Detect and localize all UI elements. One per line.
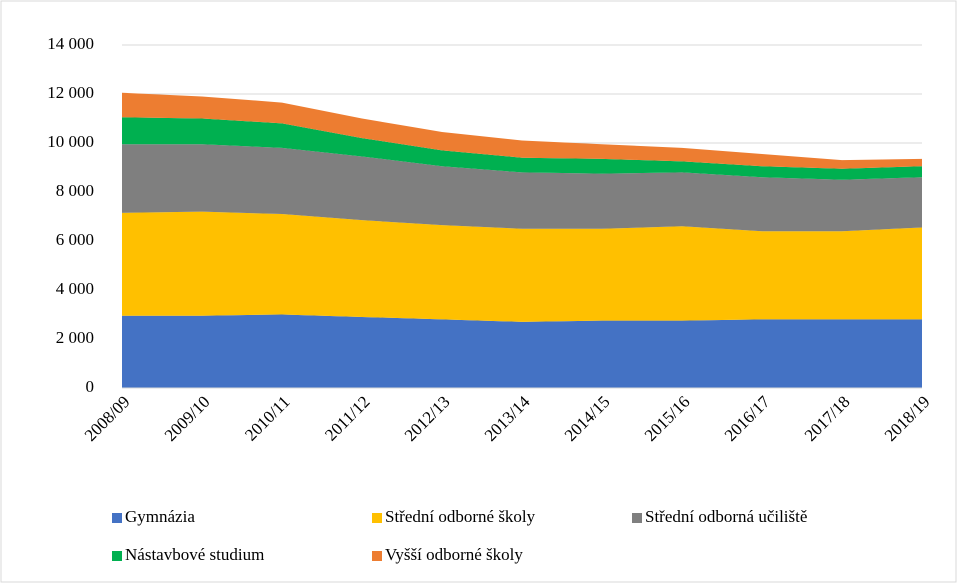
legend-swatch xyxy=(632,513,642,523)
y-tick-label: 8 000 xyxy=(56,181,94,200)
y-tick-label: 6 000 xyxy=(56,230,94,249)
legend-label: Střední odborné školy xyxy=(385,507,536,526)
area xyxy=(122,144,922,232)
area xyxy=(122,117,922,180)
y-tick-label: 10 000 xyxy=(47,132,94,151)
area xyxy=(122,211,922,322)
legend-swatch xyxy=(112,513,122,523)
legend-swatch xyxy=(372,513,382,523)
area xyxy=(122,92,922,169)
legend-label: Střední odborná učiliště xyxy=(645,507,807,526)
y-tick-label: 14 000 xyxy=(47,34,94,53)
y-tick-label: 4 000 xyxy=(56,279,94,298)
legend-label: Vyšší odborné školy xyxy=(385,545,523,564)
legend-label: Gymnázia xyxy=(125,507,195,526)
y-tick-label: 12 000 xyxy=(47,83,94,102)
legend-swatch xyxy=(112,551,122,561)
legend-swatch xyxy=(372,551,382,561)
y-tick-label: 2 000 xyxy=(56,328,94,347)
area xyxy=(122,314,922,388)
legend-label: Nástavbové studium xyxy=(125,545,264,564)
y-tick-label: 0 xyxy=(86,377,95,396)
